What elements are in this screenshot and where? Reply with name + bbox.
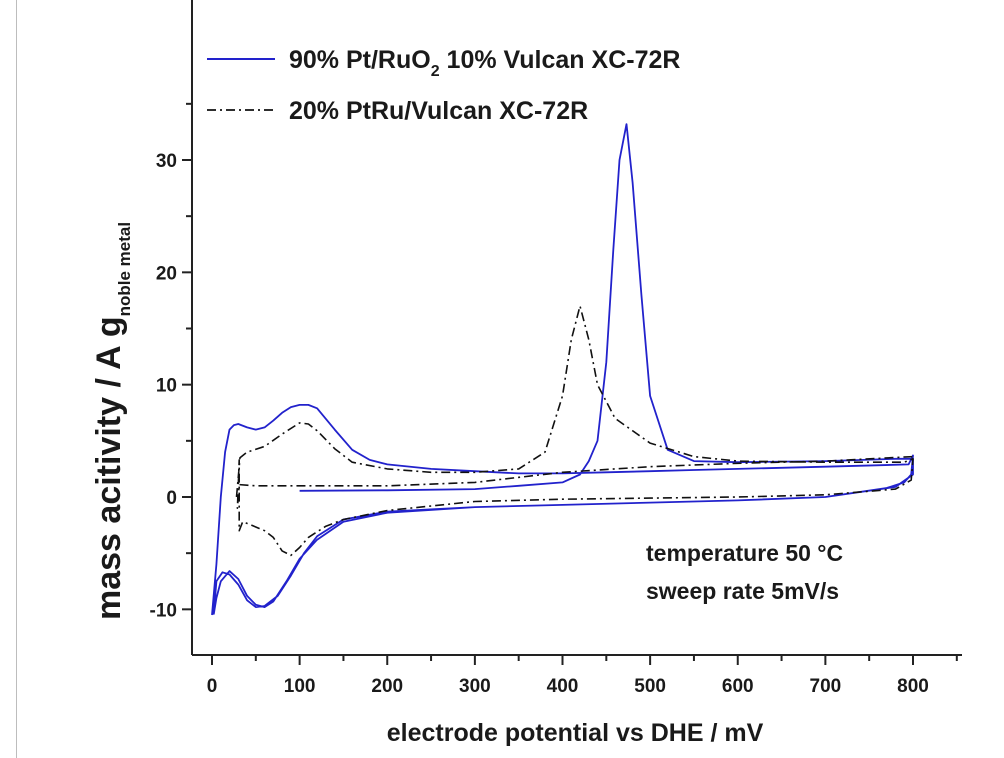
annotation-temperature: temperature 50 °C <box>646 540 843 566</box>
y-tick-label: 0 <box>166 488 177 509</box>
y-tick-label: 30 <box>156 151 177 172</box>
x-tick-label: 400 <box>547 676 579 697</box>
series-line-ptru <box>235 305 914 557</box>
y-tick-label: -10 <box>150 600 177 621</box>
legend: 90% Pt/RuO2 10% Vulcan XC-72R 20% PtRu/V… <box>207 46 680 125</box>
x-tick-label: 100 <box>284 676 316 697</box>
x-tick-label: 800 <box>897 676 929 697</box>
legend-label-series-1: 90% Pt/RuO2 10% Vulcan XC-72R <box>289 46 680 80</box>
x-tick-label: 200 <box>371 676 403 697</box>
series-layer <box>211 123 914 616</box>
annotation-sweep-rate: sweep rate 5mV/s <box>646 578 839 604</box>
y-tick-label: 20 <box>156 263 177 284</box>
x-axis-title: electrode potential vs DHE / mV <box>387 719 764 747</box>
x-tick-label: 300 <box>459 676 491 697</box>
x-ticks: 0 100 200 300 400 500 600 700 800 <box>207 655 958 697</box>
x-tick-label: 700 <box>810 676 842 697</box>
y-tick-label: 10 <box>156 376 177 397</box>
y-ticks: -10 0 10 20 30 <box>150 102 192 621</box>
x-tick-label: 600 <box>722 676 754 697</box>
y-axis-title: mass acitivity / A gnoble metal <box>90 222 134 620</box>
legend-label-series-2: 20% PtRu/Vulcan XC-72R <box>289 97 588 125</box>
series-line-pt-ruo2 <box>211 123 914 616</box>
x-tick-label: 0 <box>207 676 218 697</box>
x-tick-label: 500 <box>634 676 666 697</box>
frame-divider <box>16 0 17 758</box>
